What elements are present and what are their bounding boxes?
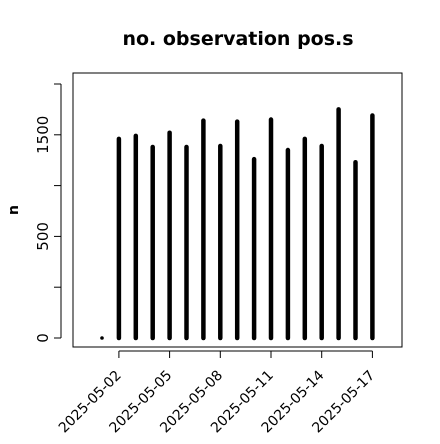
y-tick-label: 0 — [34, 333, 52, 343]
y-axis-label: n — [6, 205, 22, 215]
chart-title: no. observation pos.s — [122, 28, 353, 50]
y-tick-label: 1500 — [34, 116, 52, 154]
x-axis: 2025-05-022025-05-052025-05-082025-05-11… — [56, 350, 378, 436]
y-tick-label: 500 — [34, 222, 52, 251]
bar-series — [100, 107, 375, 341]
bar-point — [100, 336, 104, 340]
y-axis: 0 500 1500 — [34, 83, 62, 343]
plot-frame — [72, 72, 403, 348]
